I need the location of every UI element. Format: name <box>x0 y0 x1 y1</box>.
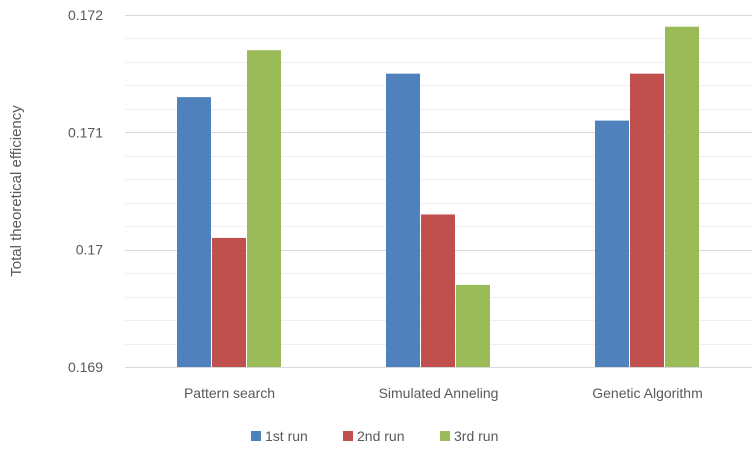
legend-label: 1st run <box>265 428 308 444</box>
y-tick-label: 0.17 <box>76 242 103 258</box>
bars <box>177 26 699 368</box>
x-category-label: Simulated Anneling <box>379 385 499 401</box>
x-axis-category-labels: Pattern search Simulated Anneling Genetic … <box>184 385 703 401</box>
y-tick-label: 0.172 <box>68 7 103 23</box>
legend-label: 2nd run <box>357 428 404 444</box>
x-category-label: Genetic Algorithm <box>592 385 703 401</box>
bar-2nd-run-genetic-algorithm <box>630 73 664 368</box>
legend: 1st run 2nd run 3rd run <box>251 428 498 444</box>
legend-swatch <box>343 431 353 441</box>
y-axis-tick-labels: 0.169 0.17 0.171 0.172 <box>68 7 103 375</box>
y-tick-label: 0.169 <box>68 359 103 375</box>
y-tick-label: 0.171 <box>68 124 103 140</box>
bar-1st-run-pattern-search <box>177 97 211 367</box>
bar-3rd-run-genetic-algorithm <box>665 26 699 367</box>
bar-2nd-run-simulated-anneling <box>421 214 455 367</box>
bar-3rd-run-simulated-anneling <box>456 284 490 367</box>
bar-1st-run-simulated-anneling <box>386 73 420 368</box>
bar-1st-run-genetic-algorithm <box>595 120 629 367</box>
legend-label: 3rd run <box>454 428 498 444</box>
bar-3rd-run-pattern-search <box>247 50 281 367</box>
bar-2nd-run-pattern-search <box>212 237 246 367</box>
y-axis-title: Total theoretical efficiency <box>8 105 25 277</box>
x-category-label: Pattern search <box>184 385 275 401</box>
legend-swatch <box>440 431 450 441</box>
legend-swatch <box>251 431 261 441</box>
